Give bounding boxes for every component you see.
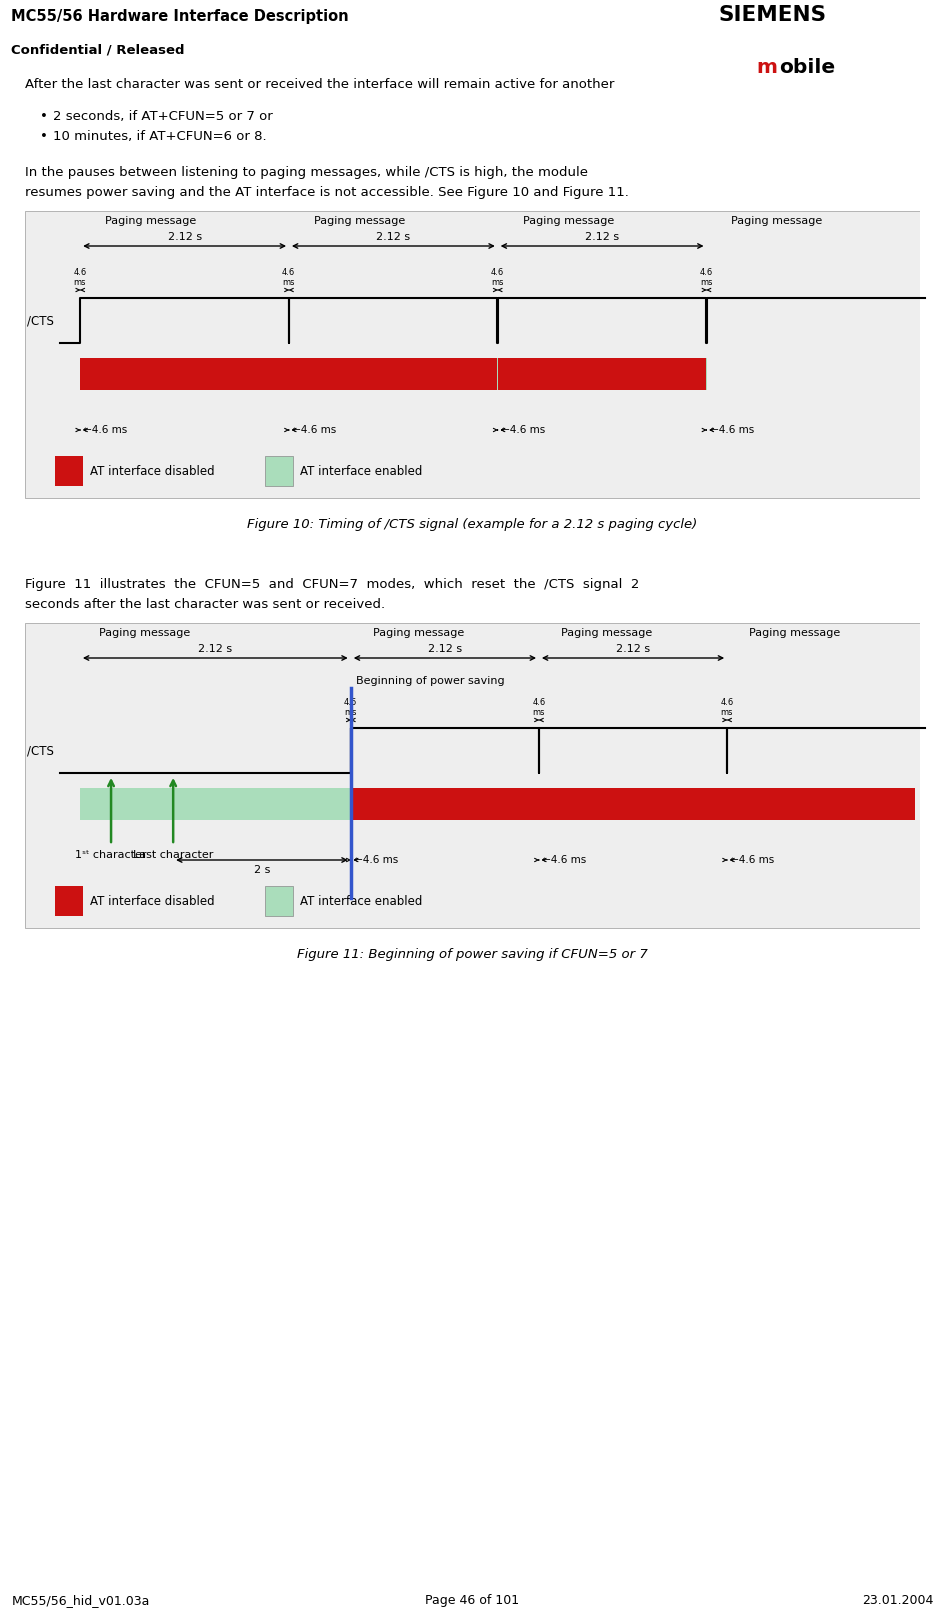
Text: ←4.6 ms: ←4.6 ms: [709, 426, 753, 435]
Text: ←4.6 ms: ←4.6 ms: [500, 426, 545, 435]
Text: m: m: [755, 58, 776, 78]
Text: AT interface disabled: AT interface disabled: [90, 895, 214, 908]
Text: Paging message: Paging message: [373, 628, 464, 637]
Text: /CTS: /CTS: [27, 314, 54, 327]
Text: Paging message: Paging message: [105, 215, 196, 227]
Text: AT interface disabled: AT interface disabled: [90, 464, 214, 477]
Text: 2.12 s: 2.12 s: [376, 231, 410, 243]
Text: 4.6
ms: 4.6 ms: [490, 267, 503, 286]
Text: AT interface enabled: AT interface enabled: [299, 895, 422, 908]
Text: Paging message: Paging message: [313, 215, 405, 227]
Text: Paging message: Paging message: [731, 215, 821, 227]
Bar: [497, 358, 705, 390]
Text: MC55/56_hid_v01.03a: MC55/56_hid_v01.03a: [11, 1594, 149, 1607]
Text: •: •: [40, 110, 48, 123]
Text: 4.6
ms: 4.6 ms: [531, 697, 545, 717]
Text: MC55/56 Hardware Interface Description: MC55/56 Hardware Interface Description: [11, 10, 348, 24]
Text: resumes power saving and the AT interface is not accessible. See Figure 10 and F: resumes power saving and the AT interfac…: [25, 186, 628, 199]
Text: seconds after the last character was sent or received.: seconds after the last character was sen…: [25, 599, 385, 612]
Text: 23.01.2004: 23.01.2004: [861, 1594, 933, 1607]
Text: AT interface enabled: AT interface enabled: [299, 464, 422, 477]
Text: Figure  11  illustrates  the  CFUN=5  and  CFUN=7  modes,  which  reset  the  /C: Figure 11 illustrates the CFUN=5 and CFU…: [25, 578, 639, 591]
Bar: [289, 358, 497, 390]
Bar: [55, 887, 83, 916]
Bar: [539, 788, 726, 820]
Text: 2 seconds, if AT+CFUN=5 or 7 or: 2 seconds, if AT+CFUN=5 or 7 or: [53, 110, 273, 123]
Text: 4.6
ms: 4.6 ms: [699, 267, 712, 286]
Text: Figure 10: Timing of /CTS signal (example for a 2.12 s paging cycle): Figure 10: Timing of /CTS signal (exampl…: [247, 518, 697, 531]
Text: 2 s: 2 s: [253, 866, 270, 875]
Text: 10 minutes, if AT+CFUN=6 or 8.: 10 minutes, if AT+CFUN=6 or 8.: [53, 129, 266, 142]
Bar: [55, 456, 83, 485]
Text: ←4.6 ms: ←4.6 ms: [83, 426, 127, 435]
Text: ←4.6 ms: ←4.6 ms: [542, 854, 586, 866]
Text: Confidential / Released: Confidential / Released: [11, 44, 185, 57]
Text: ←4.6 ms: ←4.6 ms: [354, 854, 397, 866]
Text: 2.12 s: 2.12 s: [167, 231, 201, 243]
Text: Paging message: Paging message: [749, 628, 840, 637]
Text: 2.12 s: 2.12 s: [428, 644, 462, 654]
Text: ←4.6 ms: ←4.6 ms: [292, 426, 336, 435]
Text: 4.6
ms: 4.6 ms: [344, 697, 357, 717]
Text: After the last character was sent or received the interface will remain active f: After the last character was sent or rec…: [25, 78, 614, 91]
Text: 4.6
ms: 4.6 ms: [719, 697, 733, 717]
Text: SIEMENS: SIEMENS: [717, 5, 825, 24]
Text: In the pauses between listening to paging messages, while /CTS is high, the modu: In the pauses between listening to pagin…: [25, 167, 587, 180]
Text: 4.6
ms: 4.6 ms: [282, 267, 295, 286]
Bar: [25, 210, 919, 498]
Text: 1ˢᵗ character: 1ˢᵗ character: [76, 849, 146, 861]
Text: 4.6
ms: 4.6 ms: [74, 267, 87, 286]
Bar: [350, 788, 538, 820]
Text: Paging message: Paging message: [522, 215, 614, 227]
Text: 2.12 s: 2.12 s: [615, 644, 649, 654]
Bar: [264, 456, 293, 485]
Text: Paging message: Paging message: [561, 628, 652, 637]
Text: /CTS: /CTS: [27, 744, 54, 757]
Text: 2.12 s: 2.12 s: [584, 231, 618, 243]
Bar: [727, 788, 914, 820]
Text: Figure 11: Beginning of power saving if CFUN=5 or 7: Figure 11: Beginning of power saving if …: [296, 948, 648, 961]
Bar: [80, 358, 289, 390]
Text: •: •: [40, 129, 48, 142]
Text: obile: obile: [779, 58, 834, 78]
Bar: [264, 887, 293, 916]
Text: Beginning of power saving: Beginning of power saving: [355, 676, 504, 686]
Text: 2.12 s: 2.12 s: [198, 644, 232, 654]
Bar: [80, 788, 350, 820]
Bar: [25, 623, 919, 929]
Text: Page 46 of 101: Page 46 of 101: [425, 1594, 519, 1607]
Text: Paging message: Paging message: [99, 628, 190, 637]
Text: ←4.6 ms: ←4.6 ms: [730, 854, 774, 866]
Text: Last character: Last character: [133, 849, 213, 861]
